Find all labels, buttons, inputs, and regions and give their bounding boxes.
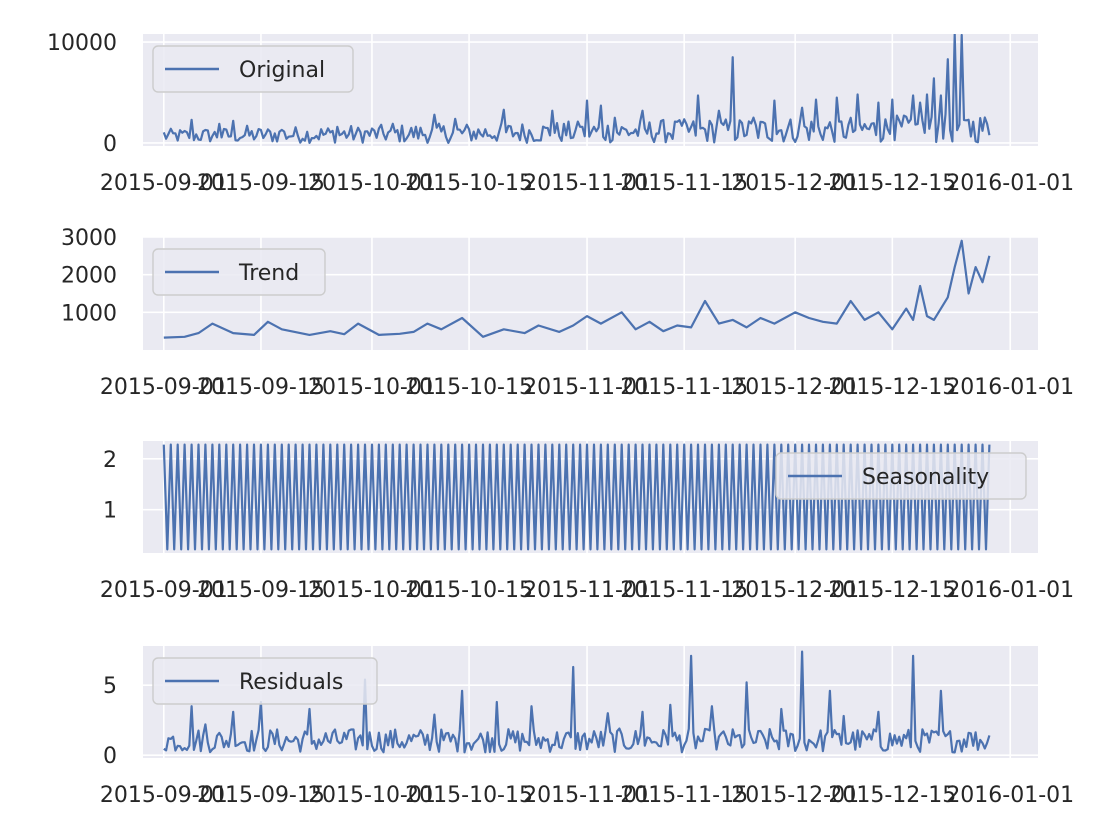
x-tick-label: 2016-01-01 (946, 171, 1074, 196)
x-tick-label: 2015-12-01 (731, 375, 859, 400)
y-tick-label: 0 (103, 132, 117, 157)
legend-label: Residuals (239, 670, 343, 695)
subplot-residuals: 2015-09-012015-09-152015-10-012015-10-15… (100, 646, 1074, 808)
x-tick-label: 2015-10-01 (308, 783, 436, 808)
subplot-seasonality: 2015-09-012015-09-152015-10-012015-10-15… (100, 441, 1074, 603)
legend-original: Original (152, 45, 354, 93)
y-tick-label: 5 (103, 674, 117, 699)
x-tick-label: 2015-09-01 (100, 171, 228, 196)
x-tick-label: 2015-11-01 (523, 375, 651, 400)
y-tick-label: 10000 (47, 31, 117, 56)
x-tick-label: 2015-11-15 (620, 578, 748, 603)
x-tick-label: 2015-09-01 (100, 375, 228, 400)
x-tick-label: 2015-11-15 (620, 375, 748, 400)
legend-label: Original (239, 58, 325, 83)
legend-box (775, 452, 1027, 500)
y-tick-label: 0 (103, 744, 117, 769)
legend-residuals: Residuals (152, 657, 378, 705)
legend-box (152, 657, 378, 705)
y-tick-label: 2 (103, 448, 117, 473)
x-tick-label: 2015-12-15 (828, 375, 956, 400)
x-tick-label: 2015-10-15 (405, 375, 533, 400)
x-tick-label: 2015-09-15 (197, 375, 325, 400)
series-line-original (162, 34, 991, 144)
x-tick-label: 2015-10-15 (405, 578, 533, 603)
x-tick-label: 2015-12-15 (828, 578, 956, 603)
x-tick-label: 2015-09-15 (197, 171, 325, 196)
x-tick-label: 2015-09-15 (197, 578, 325, 603)
x-tick-label: 2015-09-01 (100, 783, 228, 808)
x-tick-label: 2015-11-15 (620, 783, 748, 808)
legend-label: Trend (238, 261, 299, 286)
x-tick-label: 2015-12-01 (731, 578, 859, 603)
series-line-trend (163, 239, 991, 339)
x-tick-label: 2016-01-01 (946, 578, 1074, 603)
x-tick-label: 2015-12-01 (731, 783, 859, 808)
subplot-original: 2015-09-012015-09-152015-10-012015-10-15… (47, 31, 1074, 196)
y-tick-label: 1000 (61, 301, 117, 326)
subplot-trend: 2015-09-012015-09-152015-10-012015-10-15… (61, 226, 1074, 400)
legend-seasonality: Seasonality (775, 452, 1027, 500)
x-tick-label: 2015-10-15 (405, 783, 533, 808)
x-tick-label: 2015-10-01 (308, 375, 436, 400)
y-tick-label: 2000 (61, 264, 117, 289)
x-tick-label: 2015-10-15 (405, 171, 533, 196)
x-tick-label: 2015-11-15 (620, 171, 748, 196)
x-tick-label: 2015-12-15 (828, 783, 956, 808)
series-line-residuals (163, 650, 991, 754)
legend-trend: Trend (152, 248, 326, 296)
y-tick-label: 3000 (61, 226, 117, 251)
x-tick-label: 2015-11-01 (523, 171, 651, 196)
x-tick-label: 2015-10-01 (308, 171, 436, 196)
legend-box (152, 45, 354, 93)
x-tick-label: 2015-10-01 (308, 578, 436, 603)
y-tick-label: 1 (103, 499, 117, 524)
x-tick-label: 2015-11-01 (523, 783, 651, 808)
x-tick-label: 2015-09-01 (100, 578, 228, 603)
legend-box (152, 248, 326, 296)
x-tick-label: 2016-01-01 (946, 375, 1074, 400)
x-tick-label: 2015-11-01 (523, 578, 651, 603)
x-tick-label: 2016-01-01 (946, 783, 1074, 808)
x-tick-label: 2015-09-15 (197, 783, 325, 808)
x-tick-label: 2015-12-15 (828, 171, 956, 196)
legend-label: Seasonality (862, 465, 989, 490)
x-tick-label: 2015-12-01 (731, 171, 859, 196)
